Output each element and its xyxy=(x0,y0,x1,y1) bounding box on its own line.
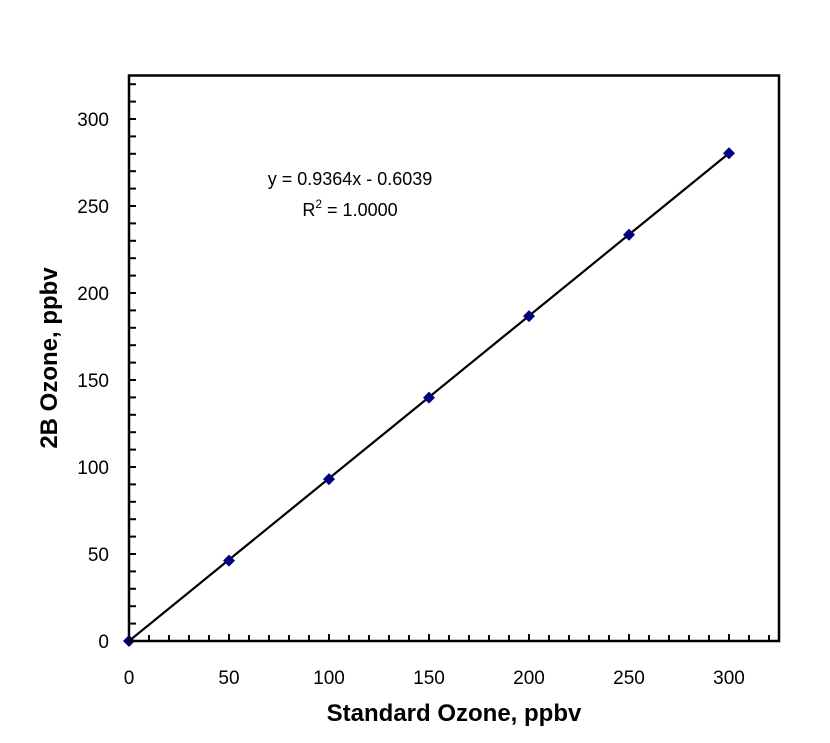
equation-label: y = 0.9364x - 0.6039 xyxy=(268,169,433,189)
y-tick-label: 200 xyxy=(77,284,109,305)
y-tick-label: 300 xyxy=(77,110,109,131)
x-tick-label: 50 xyxy=(218,668,239,689)
y-axis-label: 2B Ozone, ppbv xyxy=(36,267,63,449)
y-tick-label: 150 xyxy=(77,371,109,392)
x-tick-label: 0 xyxy=(124,668,135,689)
r-squared-label: R2 = 1.0000 xyxy=(302,197,397,220)
data-point xyxy=(223,554,235,567)
data-point xyxy=(623,228,635,241)
y-tick-label: 250 xyxy=(77,197,109,218)
data-point xyxy=(323,473,335,486)
y-tick-label: 0 xyxy=(98,632,109,653)
data-point xyxy=(723,147,735,160)
x-tick-label: 300 xyxy=(713,668,745,689)
x-axis-label: Standard Ozone, ppbv xyxy=(327,700,582,727)
x-tick-label: 150 xyxy=(413,668,445,689)
x-tick-label: 250 xyxy=(613,668,645,689)
y-tick-label: 50 xyxy=(88,545,109,566)
data-point xyxy=(523,310,535,323)
plot-frame xyxy=(127,74,781,643)
x-tick-label: 100 xyxy=(313,668,345,689)
data-point xyxy=(423,391,435,404)
x-tick-label: 200 xyxy=(513,668,545,689)
y-tick-label: 100 xyxy=(77,458,109,479)
